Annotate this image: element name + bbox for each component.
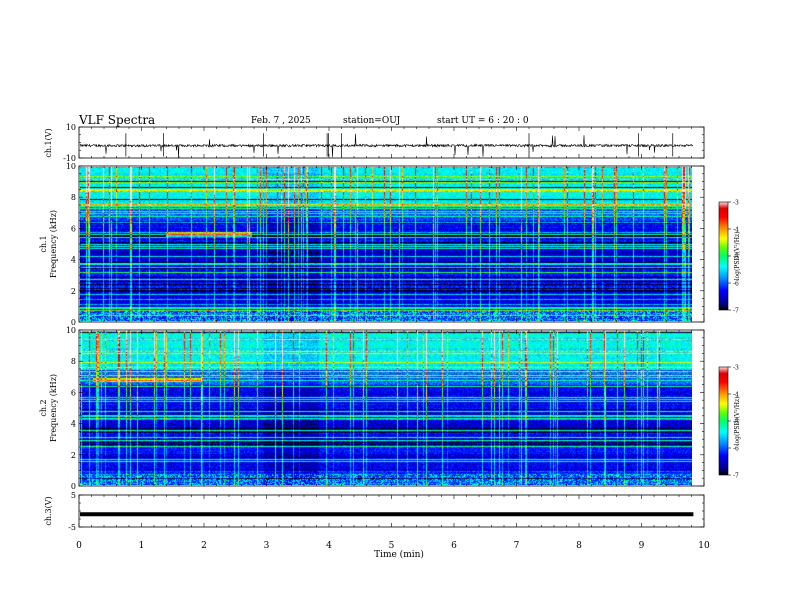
x-tick-label: 5 [389, 541, 395, 551]
panel-frame [78, 126, 705, 159]
colorbar-ch2 [718, 366, 729, 476]
y-tick-label: 8 [71, 193, 76, 202]
y-tick-label: 10 [66, 326, 76, 335]
ch2-spec-ylabel-ch: ch.1 [39, 235, 48, 252]
y-tick-label: 8 [71, 357, 76, 366]
y-tick-label: 4 [71, 420, 76, 429]
y-tick-label: 2 [71, 451, 76, 460]
y-tick-label: 2 [71, 287, 76, 296]
colorbar-tick-label: -4 [733, 227, 739, 234]
date-label: Feb. 7 , 2025 [251, 116, 311, 126]
x-tick-label: 7 [514, 541, 520, 551]
y-tick-label: 5 [71, 491, 76, 500]
figure-title: VLF Spectra [79, 113, 156, 127]
colorbar-ch1-label: log(PSD)(V²/Hz) [734, 232, 741, 281]
y-tick-label: 4 [71, 256, 76, 265]
start-time-label: start UT = 6 : 20 : 0 [437, 116, 529, 126]
spectrogram-ch1-panel [80, 167, 692, 321]
ch3-ylabel: ch.3(V) [44, 496, 53, 525]
x-tick-label: 4 [326, 541, 332, 551]
colorbar-tick-label: -3 [733, 365, 739, 372]
axes-layer: 0 1 2 3 4 5 6 7 8 9 1010-10024681002468105-5-3-4-5… [63, 123, 739, 551]
colorbar-ch1 [718, 201, 729, 311]
x-tick-label: 6 [451, 541, 457, 551]
station-label: station=OUJ [343, 116, 401, 126]
y-tick-label: 6 [71, 224, 76, 233]
x-tick-label: 0 [76, 541, 82, 551]
spectrogram-ch2-image [80, 331, 692, 485]
ch3-spec-ylabel-ch: ch.2 [39, 399, 48, 416]
colorbar-tick-label: -6 [733, 281, 739, 288]
spectrogram-ch1-image [80, 167, 692, 321]
ch1-ylabel: ch.1(V) [44, 128, 53, 157]
colorbar-tick-label: -6 [733, 446, 739, 453]
y-tick-label: 0 [71, 318, 76, 327]
ch2-spec-ylabel-freq: Frequency (kHz) [49, 210, 58, 278]
y-tick-label: 10 [66, 123, 76, 132]
x-tick-label: 3 [264, 541, 270, 551]
x-tick-label: 10 [698, 541, 710, 551]
y-tick-label: 6 [71, 388, 76, 397]
colorbar-tick-label: -7 [733, 308, 739, 315]
spectrogram-ch2-panel [80, 331, 692, 485]
y-tick-label: -10 [63, 154, 76, 163]
x-tick-label: 8 [576, 541, 582, 551]
colorbar-tick-label: -3 [733, 200, 739, 207]
colorbar-tick-label: -5 [733, 419, 739, 426]
colorbar-tick-label: -4 [733, 392, 739, 399]
waveform-ch1-line [79, 133, 694, 158]
x-tick-label: 9 [639, 541, 645, 551]
colorbar-ch2-label: log(PSD)(V²/Hz) [734, 397, 741, 446]
colorbar-tick-label: -5 [733, 254, 739, 261]
y-tick-label: 0 [71, 482, 76, 491]
ch3-spec-ylabel-freq: Frequency (kHz) [49, 374, 58, 442]
panel-frame [78, 494, 705, 528]
x-axis-label: Time (min) [374, 549, 424, 560]
colorbar-tick-label: -7 [733, 473, 739, 480]
y-tick-label: -5 [68, 523, 76, 532]
y-tick-label: 10 [66, 162, 76, 171]
x-tick-label: 2 [201, 541, 207, 551]
x-tick-label: 1 [139, 541, 145, 551]
